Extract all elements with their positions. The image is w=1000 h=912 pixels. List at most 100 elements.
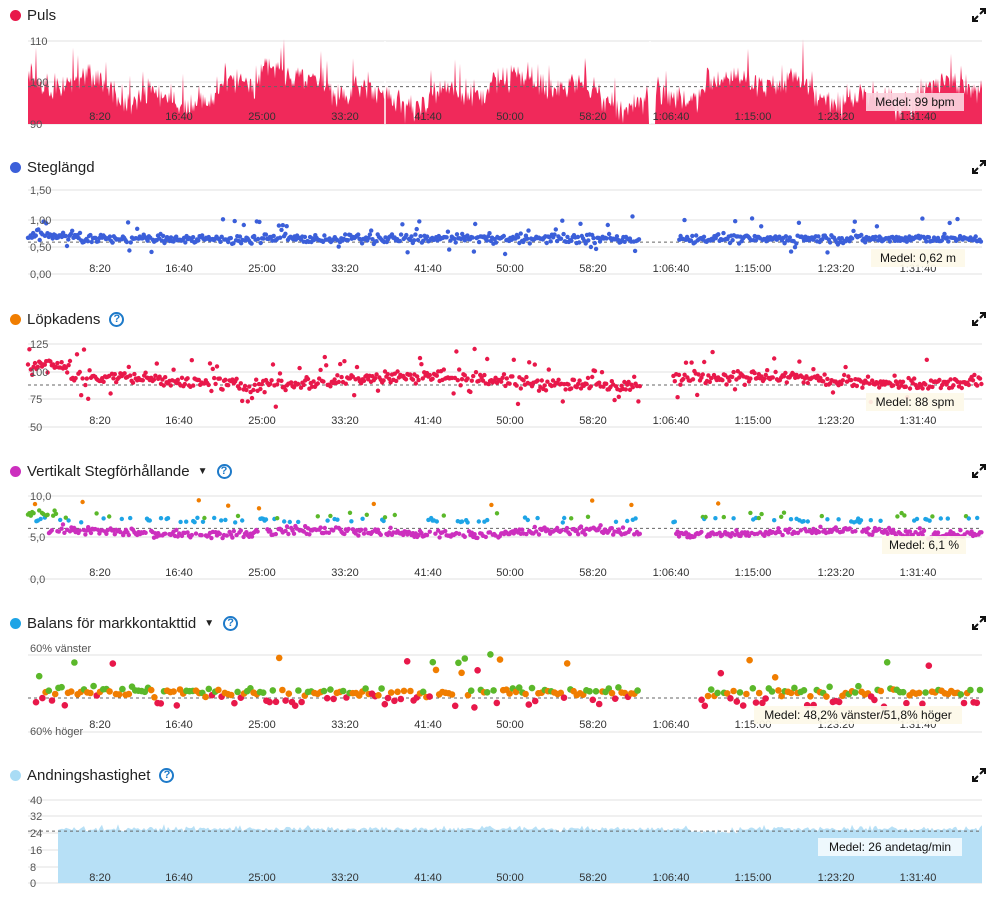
data-point (272, 698, 280, 706)
help-icon[interactable]: ? (159, 767, 175, 783)
data-point (811, 367, 816, 372)
data-point (520, 527, 525, 532)
data-point (822, 372, 827, 377)
data-point (835, 698, 843, 706)
data-point (66, 237, 71, 242)
data-point (389, 232, 395, 237)
data-point (249, 534, 255, 539)
x-tick-label: 1:31:40 (900, 111, 937, 123)
x-tick-label: 1:06:40 (653, 567, 690, 579)
chart-title: Andningshastighet (27, 766, 151, 784)
data-point (973, 699, 981, 707)
expand-icon[interactable] (972, 768, 986, 782)
data-point (45, 512, 50, 517)
data-point (373, 376, 378, 381)
data-point (676, 372, 682, 378)
y-tick-label: 0 (30, 878, 36, 890)
data-point (633, 516, 638, 521)
help-icon[interactable]: ? (216, 463, 232, 479)
data-point (682, 372, 687, 377)
help-icon[interactable]: ? (109, 311, 125, 327)
data-point (930, 514, 935, 519)
data-point (296, 381, 301, 387)
data-point (143, 370, 148, 375)
data-point (493, 699, 501, 707)
data-point (48, 697, 56, 704)
data-point (38, 516, 43, 522)
data-point (595, 700, 603, 708)
data-point (448, 691, 456, 698)
x-tick-label: 41:40 (414, 567, 442, 579)
expand-icon[interactable] (972, 8, 986, 22)
x-tick-label: 8:20 (89, 263, 110, 275)
data-point (768, 688, 776, 695)
data-point (781, 510, 787, 515)
data-point (728, 534, 733, 539)
dropdown-caret-icon[interactable]: ▼ (197, 465, 208, 477)
data-point (525, 517, 530, 523)
data-point (122, 371, 127, 376)
data-point (578, 386, 584, 391)
data-point (474, 667, 481, 674)
data-point (401, 532, 406, 538)
data-point (590, 374, 595, 380)
data-point (818, 524, 823, 529)
data-point (182, 381, 187, 387)
x-tick-label: 1:06:40 (653, 719, 690, 731)
data-point (959, 385, 964, 391)
data-point (465, 520, 470, 525)
data-point (415, 374, 420, 379)
data-point (622, 239, 627, 244)
chart-header: Steglängd (10, 156, 95, 178)
data-point (979, 381, 984, 387)
expand-icon[interactable] (972, 464, 986, 478)
data-point (920, 216, 925, 221)
data-point (514, 383, 519, 388)
data-point (51, 690, 59, 698)
data-point (836, 517, 841, 522)
help-icon[interactable]: ? (223, 615, 239, 631)
data-point (189, 532, 194, 538)
data-point (543, 388, 549, 393)
data-point (762, 533, 767, 538)
data-point (703, 514, 708, 520)
dropdown-caret-icon[interactable]: ▼ (204, 617, 215, 629)
expand-icon[interactable] (972, 160, 986, 174)
data-point (589, 696, 597, 704)
data-point (738, 533, 743, 539)
expand-icon[interactable] (972, 312, 986, 326)
data-point (398, 232, 404, 237)
expand-icon[interactable] (972, 616, 986, 630)
x-tick-label: 8:20 (89, 567, 110, 579)
data-point (919, 700, 926, 708)
data-point (86, 396, 91, 401)
data-point (753, 238, 759, 243)
data-point (798, 528, 803, 533)
data-point (232, 218, 237, 224)
data-point (215, 686, 222, 694)
data-point (83, 382, 88, 388)
data-point (895, 382, 900, 387)
data-point (374, 372, 379, 377)
data-point (381, 700, 389, 708)
data-point (732, 387, 738, 392)
data-point (702, 359, 707, 365)
data-point (763, 372, 768, 378)
data-point (637, 531, 642, 536)
x-tick-label: 33:20 (331, 415, 359, 427)
data-point (569, 386, 574, 391)
data-point (44, 221, 49, 226)
data-point (672, 379, 677, 384)
data-point (417, 219, 422, 224)
data-point (241, 222, 246, 228)
x-tick-label: 50:00 (496, 111, 524, 123)
data-point (585, 375, 591, 381)
data-point (559, 528, 564, 533)
data-point (560, 520, 565, 525)
data-point (285, 690, 293, 697)
data-point (212, 515, 217, 521)
data-point (291, 531, 297, 536)
data-point (200, 519, 206, 524)
data-point (171, 239, 176, 244)
data-point (926, 235, 932, 240)
